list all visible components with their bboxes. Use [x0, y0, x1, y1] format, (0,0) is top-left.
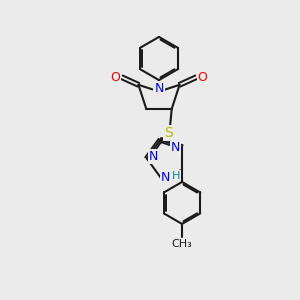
Text: N: N	[154, 82, 164, 95]
Text: N: N	[161, 170, 170, 184]
Text: S: S	[164, 126, 173, 140]
Text: H: H	[172, 170, 180, 181]
Text: N: N	[171, 140, 180, 154]
Text: N: N	[149, 150, 158, 163]
Text: O: O	[198, 71, 208, 84]
Text: O: O	[110, 71, 120, 84]
Text: CH₃: CH₃	[172, 239, 192, 249]
